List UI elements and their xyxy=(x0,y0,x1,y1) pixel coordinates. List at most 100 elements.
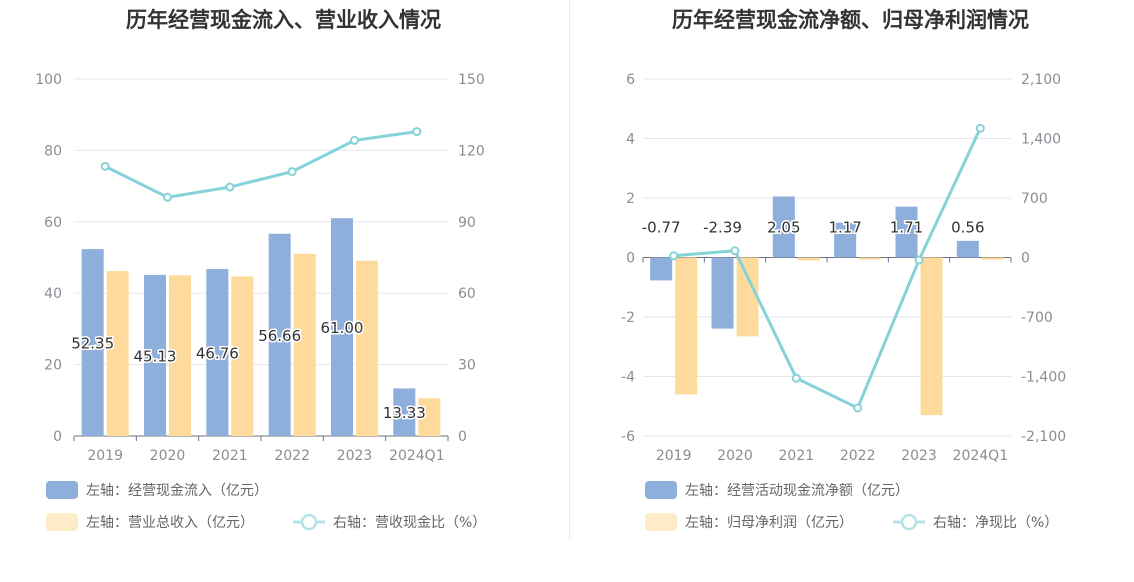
right-axis-tick-label: 120 xyxy=(458,143,485,159)
line-point xyxy=(975,123,985,133)
left-axis-tick-label: 0 xyxy=(53,429,62,445)
bar-primary xyxy=(331,218,353,436)
bar-secondary xyxy=(418,398,441,436)
legend-swatch xyxy=(46,481,78,499)
bar-primary xyxy=(268,233,291,436)
left-axis-tick-label: 20 xyxy=(44,358,62,374)
right-axis-tick-label: 1,400 xyxy=(1021,132,1061,148)
bar-data-label: 56.66 xyxy=(258,327,301,345)
x-axis-tick-label: 2021 xyxy=(779,448,815,464)
bar-secondary xyxy=(675,257,698,395)
bar-primary xyxy=(834,222,857,258)
bar-secondary xyxy=(293,253,316,436)
right-axis-tick-label: 90 xyxy=(458,215,476,231)
bar-primary xyxy=(956,240,979,258)
x-axis-tick-label: 2019 xyxy=(656,448,692,464)
right-axis-tick-label: -1,400 xyxy=(1021,370,1066,386)
x-axis-tick-label: 2024Q1 xyxy=(389,448,445,464)
right-axis-tick-label: 0 xyxy=(1021,251,1030,267)
left-axis-tick-label: 2 xyxy=(626,191,635,207)
right-axis-tick-label: -700 xyxy=(1021,310,1053,326)
left-axis-tick-label: 80 xyxy=(44,143,62,159)
legend-swatch xyxy=(46,513,78,531)
left-axis-tick-label: 4 xyxy=(626,132,635,148)
x-axis-tick-label: 2020 xyxy=(150,448,186,464)
right-axis-tick-label: -2,100 xyxy=(1021,429,1066,445)
legend-label: 左轴：经营现金流入（亿元） xyxy=(86,483,268,499)
x-axis-tick-label: 2024Q1 xyxy=(953,448,1009,464)
bar-secondary xyxy=(736,257,759,337)
bar-data-label: 1.17 xyxy=(828,219,861,237)
bar-data-label: 0.56 xyxy=(951,219,984,237)
series-line xyxy=(673,127,982,410)
line-point xyxy=(791,373,801,383)
x-axis-tick-label: 2023 xyxy=(901,448,937,464)
x-axis-tick-label: 2019 xyxy=(87,448,123,464)
chart-title: 历年经营现金流净额、归母净利润情况 xyxy=(672,8,1029,32)
line-point xyxy=(287,167,297,177)
bar-data-label: -2.39 xyxy=(703,219,742,237)
line-point xyxy=(412,127,422,137)
right-axis-tick-label: 60 xyxy=(458,286,476,302)
bar-secondary xyxy=(231,276,254,436)
left-axis-tick-label: -4 xyxy=(621,370,635,386)
bar-primary xyxy=(81,249,104,436)
bar-data-label: 45.13 xyxy=(134,347,177,365)
bar-data-label: 52.35 xyxy=(71,335,114,353)
bar-primary xyxy=(711,257,734,329)
left-axis-tick-label: 6 xyxy=(626,72,635,88)
chart-svg-net-cash-flow: -6 -4 -2 0 2 4 6 -2,100 -1,400 -700 0 700 1,400 2,100… xyxy=(621,72,1066,531)
bar-secondary xyxy=(920,257,943,416)
left-axis-tick-label: 100 xyxy=(35,72,62,88)
right-axis-tick-label: 30 xyxy=(458,358,476,374)
bar-secondary xyxy=(859,257,882,260)
line-point xyxy=(853,403,863,413)
legend-label: 左轴：营业总收入（亿元） xyxy=(86,515,254,531)
line-point xyxy=(100,161,110,171)
right-axis-tick-label: 0 xyxy=(458,429,467,445)
legend-swatch xyxy=(300,513,318,531)
bar-secondary xyxy=(356,260,378,436)
bar-primary xyxy=(144,274,166,436)
bar-secondary xyxy=(981,257,1004,260)
chart-title: 历年经营现金流入、营业收入情况 xyxy=(126,8,441,32)
bar-secondary xyxy=(106,271,129,436)
x-axis-tick-label: 2022 xyxy=(840,448,876,464)
left-axis-tick-label: 40 xyxy=(44,286,62,302)
legend-label: 左轴：归母净利润（亿元） xyxy=(685,514,853,531)
chart-panel-cash-inflow: 历年经营现金流入、营业收入情况 0 20 40 60 80 100 0 30 60 90 120 15… xyxy=(35,8,486,531)
legend-swatch xyxy=(645,513,677,531)
line-point xyxy=(163,192,172,202)
line-point xyxy=(350,135,359,145)
legend-swatch xyxy=(900,513,918,531)
bar-secondary xyxy=(797,257,820,261)
x-axis-tick-label: 2022 xyxy=(274,448,310,464)
chart-panel-net-cash-flow: 历年经营现金流净额、归母净利润情况 -6 -4 -2 0 2 4 6 -2,100 -1,400… xyxy=(567,0,1134,582)
left-axis-tick-label: 0 xyxy=(626,251,635,267)
bar-secondary xyxy=(169,275,191,436)
left-axis-tick-label: -2 xyxy=(621,310,635,326)
chart-svg-cash-inflow: 0 20 40 60 80 100 0 30 60 90 120 150 2019 2020 2021 202… xyxy=(35,72,486,531)
bar-data-label: -0.77 xyxy=(642,219,681,237)
right-axis-tick-label: 150 xyxy=(458,72,485,88)
panel-divider xyxy=(569,0,570,540)
bar-primary xyxy=(650,257,673,281)
bar-data-label: 2.05 xyxy=(767,219,800,237)
bar-primary xyxy=(772,196,795,258)
bar-primary xyxy=(393,388,416,436)
bar-data-label: 61.00 xyxy=(321,319,364,337)
legend-label: 左轴：经营活动现金流净额（亿元） xyxy=(685,483,909,499)
line-point xyxy=(730,246,740,256)
line-point xyxy=(669,251,679,261)
x-axis-tick-label: 2020 xyxy=(717,448,753,464)
bar-data-label: 1.71 xyxy=(890,219,923,237)
bar-primary xyxy=(895,206,918,258)
line-point xyxy=(914,255,924,265)
series-line xyxy=(104,130,418,199)
legend-label: 右轴：净现比（%） xyxy=(933,515,1058,531)
left-axis-tick-label: -6 xyxy=(621,429,635,445)
bar-data-label: 13.33 xyxy=(383,404,426,422)
x-axis-tick-label: 2021 xyxy=(212,448,248,464)
legend-swatch xyxy=(645,481,677,499)
bar-primary xyxy=(206,269,229,436)
